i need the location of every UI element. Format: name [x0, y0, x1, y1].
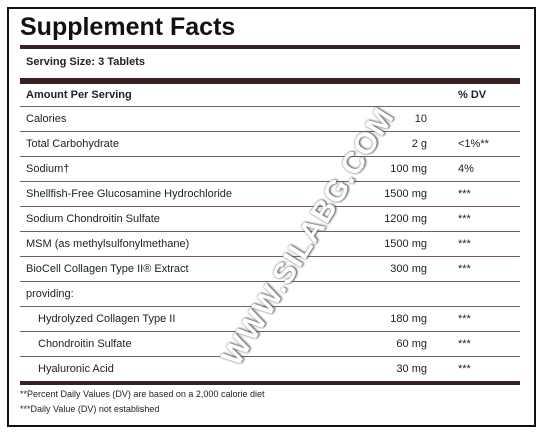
header-amount: Amount Per Serving [26, 89, 132, 101]
nutrient-dv: *** [458, 213, 471, 225]
nutrient-name: MSM (as methylsulfonylmethane) [26, 238, 190, 250]
group-row: providing: [20, 281, 520, 306]
nutrient-name: Hyaluronic Acid [38, 363, 114, 375]
nutrient-dv: *** [458, 363, 471, 375]
group-label: providing: [26, 288, 74, 300]
nutrient-name: Sodium† [26, 163, 70, 175]
serving-size: Serving Size: 3 Tablets [26, 56, 146, 68]
nutrient-name: Calories [26, 113, 67, 125]
header-dv: % DV [458, 89, 487, 101]
nutrient-row: MSM (as methylsulfonylmethane) 1500 mg *** [20, 231, 520, 256]
nutrient-amount: 1500 mg [384, 238, 427, 250]
nutrient-row: Shellfish-Free Glucosamine Hydrochloride… [20, 181, 520, 206]
thick-rule [20, 381, 520, 385]
facts-table: Amount Per Serving % DV Calories 10 Total Ca… [20, 84, 520, 381]
nutrient-amount: 1200 mg [384, 213, 427, 225]
nutrient-dv: *** [458, 263, 471, 275]
nutrient-amount: 100 mg [390, 163, 427, 175]
nutrient-amount: 30 mg [396, 363, 427, 375]
footnote: ***Daily Value (DV) not established [20, 404, 160, 414]
nutrient-row: BioCell Collagen Type II® Extract 300 mg *… [20, 256, 520, 281]
nutrient-amount: 300 mg [390, 263, 427, 275]
nutrient-dv: *** [458, 188, 471, 200]
label-frame [7, 7, 536, 427]
nutrient-name: Shellfish-Free Glucosamine Hydrochloride [26, 188, 233, 200]
nutrient-row: Total Carbohydrate 2 g <1%** [20, 131, 520, 156]
header-row: Amount Per Serving % DV [20, 84, 520, 106]
nutrient-name: Chondroitin Sulfate [38, 338, 132, 350]
nutrient-name: BioCell Collagen Type II® Extract [26, 263, 189, 275]
nutrient-name: Sodium Chondroitin Sulfate [26, 213, 160, 225]
thick-rule [20, 45, 520, 49]
nutrient-row: Chondroitin Sulfate 60 mg *** [20, 331, 520, 356]
nutrient-name: Hydrolyzed Collagen Type II [38, 313, 176, 325]
title: Supplement Facts [20, 13, 236, 41]
nutrient-amount: 60 mg [396, 338, 427, 350]
nutrient-dv: *** [458, 338, 471, 350]
nutrient-row: Sodium Chondroitin Sulfate 1200 mg *** [20, 206, 520, 231]
nutrient-amount: 10 [414, 113, 427, 125]
footnote: **Percent Daily Values (DV) are based on… [20, 389, 265, 399]
nutrient-name: Total Carbohydrate [26, 138, 119, 150]
nutrient-row: Hydrolyzed Collagen Type II 180 mg *** [20, 306, 520, 331]
nutrient-dv: 4% [458, 163, 474, 175]
nutrient-dv: *** [458, 313, 471, 325]
nutrient-amount: 1500 mg [384, 188, 427, 200]
nutrient-amount: 180 mg [390, 313, 427, 325]
nutrient-row: Sodium† 100 mg 4% [20, 156, 520, 181]
nutrient-dv: *** [458, 238, 471, 250]
nutrient-dv: <1%** [458, 138, 489, 150]
thick-rule [20, 78, 520, 84]
nutrient-row: Hyaluronic Acid 30 mg *** [20, 356, 520, 381]
nutrient-amount: 2 g [411, 138, 427, 150]
nutrient-row: Calories 10 [20, 106, 520, 131]
